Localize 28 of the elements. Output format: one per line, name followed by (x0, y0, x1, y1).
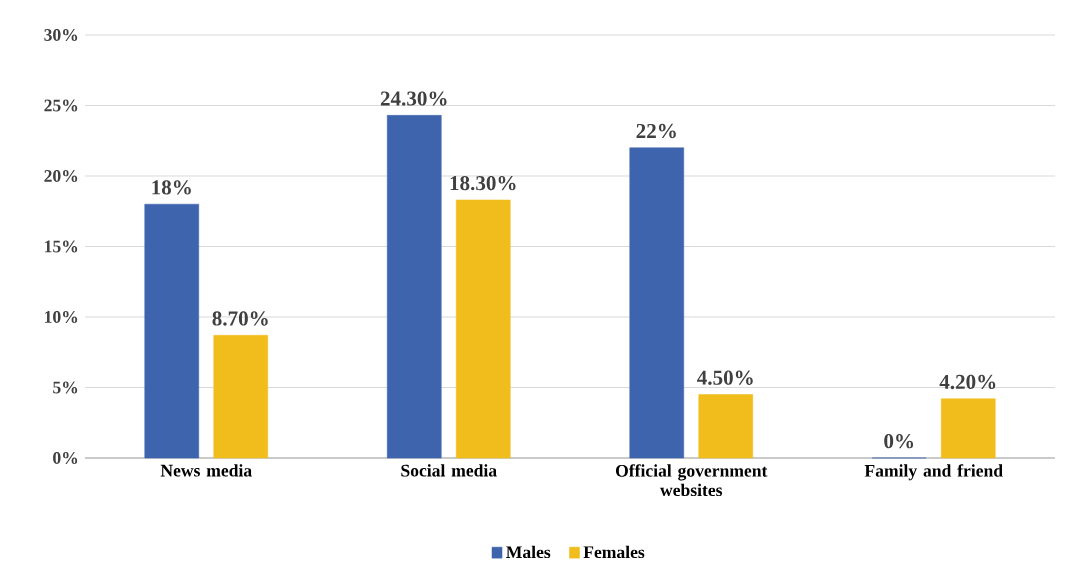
data-label: 18% (152, 180, 191, 195)
x-tick-label: Social media (401, 464, 497, 477)
bar (213, 335, 269, 459)
y-tick-label: 15% (45, 240, 78, 253)
x-tick-label: News media (160, 464, 252, 477)
y-tick-label: 10% (45, 311, 78, 323)
bar (144, 203, 200, 459)
y-tick-label: 20% (44, 170, 78, 182)
data-label: 8.70% (212, 311, 268, 326)
bar (386, 115, 442, 459)
x-tick-label: Official government websites (615, 464, 768, 497)
y-tick-label: 0% (53, 452, 78, 464)
y-tick-label: 25% (44, 99, 78, 112)
bar (940, 398, 996, 459)
data-label: 24.30% (380, 91, 447, 106)
data-label: 0% (884, 434, 914, 449)
y-tick-label: 30% (44, 29, 78, 41)
data-label: 22% (636, 123, 676, 139)
bar (698, 394, 754, 459)
data-label: 4.50% (697, 370, 753, 385)
legend-label: Females (583, 545, 645, 559)
data-label: 18.30% (450, 176, 516, 191)
data-label: 4.20% (939, 374, 996, 390)
x-tick-label: Family and friend (864, 464, 1003, 481)
legend-label: Males (506, 545, 551, 559)
bar (455, 199, 511, 459)
bar (629, 147, 685, 459)
y-tick-label: 5% (53, 381, 78, 394)
